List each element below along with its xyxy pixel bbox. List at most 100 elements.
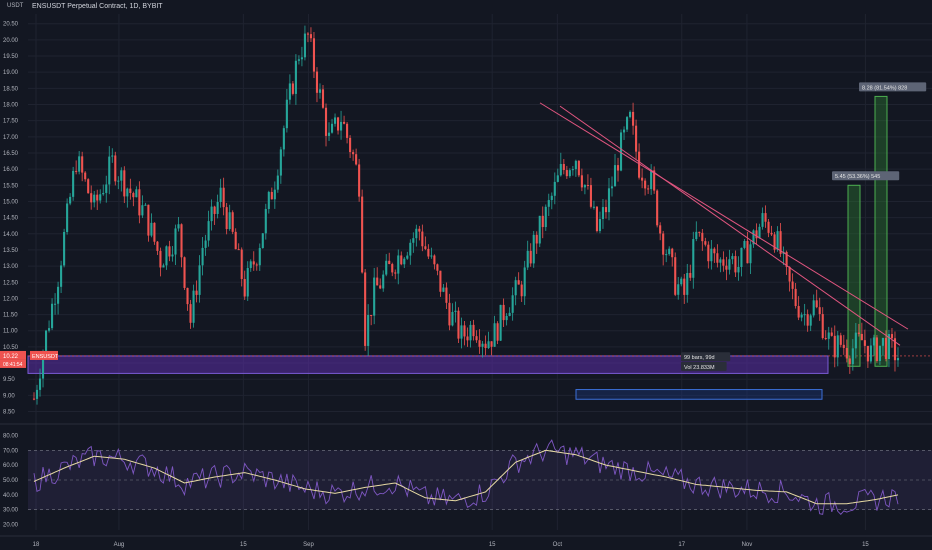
price-tick-label: 9.50: [3, 377, 15, 383]
candle-body: [851, 348, 854, 365]
price-tick-label: 18.00: [3, 102, 19, 108]
price-tick-label: 20.50: [3, 22, 19, 28]
candle-body: [213, 206, 216, 214]
candle-body: [436, 264, 439, 271]
time-tick-label: Aug: [114, 542, 125, 548]
candle-body: [228, 212, 231, 230]
candle-body: [376, 277, 379, 286]
candle-body: [454, 310, 457, 312]
candle-body: [776, 231, 779, 250]
candle-body: [613, 165, 617, 187]
candle-body: [583, 184, 586, 188]
candle-body: [463, 325, 466, 337]
candle-body: [758, 226, 761, 239]
candle-body: [671, 248, 674, 258]
candle-body: [421, 231, 424, 247]
candle-body: [619, 132, 623, 171]
candle-body: [761, 213, 764, 227]
last-price-tag: [0, 350, 26, 360]
candle-body: [830, 332, 833, 336]
candle-body: [412, 238, 415, 243]
time-tick-label: 17: [678, 542, 685, 548]
candle-body: [340, 121, 343, 131]
range-label-vol-text: Vol 23.833M: [684, 365, 715, 371]
candle-body: [129, 188, 132, 194]
range-label-bars: 99 bars, 99d: [681, 352, 731, 362]
candle-body: [126, 188, 129, 197]
candle-body: [577, 160, 580, 176]
candle-body: [881, 337, 884, 346]
candle-body: [866, 345, 869, 362]
candle-body: [725, 265, 728, 270]
candle-body: [743, 240, 746, 248]
time-tick-label: 15: [240, 542, 247, 548]
candle-body: [261, 233, 264, 249]
candle-body: [391, 264, 394, 273]
candle-body: [243, 279, 246, 297]
candle-body: [433, 255, 436, 265]
price-tick-label: 17.50: [3, 119, 19, 125]
target-label-1: 5.45 (53.36%) 545: [832, 171, 900, 181]
candle-body: [734, 256, 737, 273]
price-tick-label: 14.00: [3, 232, 19, 238]
candle-body: [385, 260, 388, 275]
time-tick-label: Nov: [742, 542, 753, 548]
candle-body: [427, 248, 430, 257]
candle-body: [105, 184, 108, 193]
candle-body: [511, 295, 514, 313]
price-tick-label: 11.00: [3, 329, 18, 335]
axes-layer: 20.50 20.00 19.50 19.00 18.50 18.00 17.50 17.00…: [0, 22, 869, 548]
candle-body: [388, 260, 391, 265]
candle-body: [186, 287, 189, 305]
candle-body: [460, 325, 463, 339]
candle-body: [47, 328, 51, 331]
candle-body: [57, 286, 60, 304]
candle-body: [457, 310, 460, 339]
candle-body: [231, 212, 234, 232]
candle-body: [117, 180, 120, 182]
candle-body: [803, 314, 806, 316]
candle-body: [502, 304, 505, 321]
candle-body: [141, 205, 144, 216]
candle-body: [857, 332, 860, 334]
price-tick-label: 11.50: [3, 313, 18, 319]
candle-body: [896, 358, 900, 361]
candle-body: [785, 251, 788, 267]
candle-body: [878, 345, 881, 361]
candle-body: [677, 284, 680, 295]
candle-body: [565, 170, 568, 177]
candle-body: [833, 335, 836, 358]
candle-body: [373, 277, 376, 316]
candle-body: [291, 83, 294, 94]
candle-body: [321, 89, 325, 108]
candle-body: [84, 172, 87, 180]
candle-body: [370, 315, 373, 317]
candle-body: [653, 170, 656, 191]
candle-body: [574, 160, 577, 170]
candle-body: [379, 285, 382, 289]
range-label-vol: Vol 23.833M: [681, 361, 727, 371]
trendline-upper: [539, 102, 909, 330]
candle-body: [330, 123, 334, 133]
candle-body: [180, 224, 183, 258]
candle-body: [343, 121, 346, 124]
candle-body: [466, 336, 469, 341]
candle-body: [779, 231, 782, 254]
price-tick-label: 8.50: [3, 410, 15, 416]
rsi-line: [33, 439, 899, 515]
rsi-tick-label: 20.00: [3, 523, 19, 529]
candle-body: [571, 169, 574, 171]
candle-body: [406, 255, 409, 259]
price-tick-label: 10.50: [3, 345, 19, 351]
candle-body: [472, 324, 475, 337]
price-tick-label: 13.00: [3, 264, 19, 270]
measure-zone: [575, 389, 823, 400]
price-tick-label: 12.00: [3, 296, 19, 302]
candle-body: [174, 228, 177, 255]
candle-body: [538, 215, 541, 244]
candle-body: [559, 164, 562, 176]
candle-body: [616, 165, 620, 171]
candle-body: [439, 270, 442, 292]
candle-body: [475, 336, 478, 341]
